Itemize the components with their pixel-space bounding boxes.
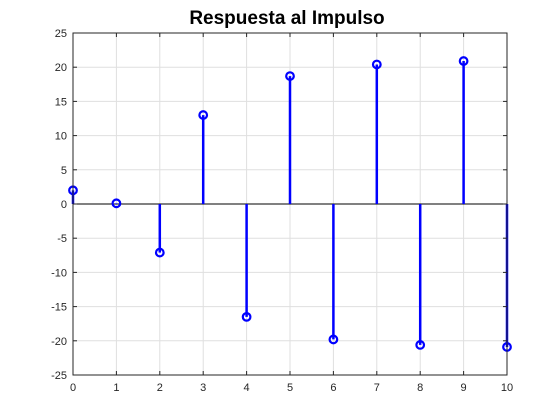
y-tick-label: 10 bbox=[55, 131, 67, 143]
stem-marker bbox=[198, 110, 209, 120]
x-tick-label: 5 bbox=[287, 382, 293, 394]
x-tick-label: 10 bbox=[501, 382, 513, 394]
y-tick-label: 15 bbox=[55, 96, 67, 108]
y-tick-label: -20 bbox=[51, 336, 67, 348]
y-tick-label: -5 bbox=[57, 233, 67, 245]
stem-marker bbox=[328, 334, 339, 345]
y-axis-ticks: -25 -20 -15 -10 -5 0 5 10 15 20 25 bbox=[51, 28, 507, 382]
stem-marker bbox=[241, 311, 252, 322]
stem-marker bbox=[415, 340, 426, 350]
x-tick-label: 0 bbox=[70, 382, 76, 394]
y-tick-label: 5 bbox=[61, 165, 67, 177]
x-axis-ticks: 0 1 2 3 4 5 6 7 8 9 10 bbox=[70, 33, 513, 394]
y-tick-label: 25 bbox=[55, 28, 67, 40]
x-tick-label: 2 bbox=[157, 382, 163, 394]
stem-marker bbox=[458, 56, 469, 66]
y-tick-label: -10 bbox=[51, 267, 67, 279]
y-tick-label: 0 bbox=[61, 199, 67, 211]
stem-marker bbox=[285, 71, 295, 81]
x-tick-label: 1 bbox=[113, 382, 119, 394]
x-tick-label: 7 bbox=[374, 382, 380, 394]
x-tick-label: 8 bbox=[417, 382, 423, 394]
stem-marker bbox=[111, 198, 122, 209]
x-tick-label: 9 bbox=[461, 382, 467, 394]
x-tick-label: 3 bbox=[200, 382, 206, 394]
stem-marker bbox=[371, 59, 382, 70]
x-tick-label: 6 bbox=[330, 382, 336, 394]
chart-title: Respuesta al Impulso bbox=[189, 8, 384, 29]
y-tick-label: -15 bbox=[51, 302, 67, 314]
x-tick-label: 4 bbox=[244, 382, 250, 394]
stem-marker bbox=[154, 247, 165, 258]
y-tick-label: -25 bbox=[51, 370, 67, 382]
y-tick-label: 20 bbox=[55, 62, 67, 74]
